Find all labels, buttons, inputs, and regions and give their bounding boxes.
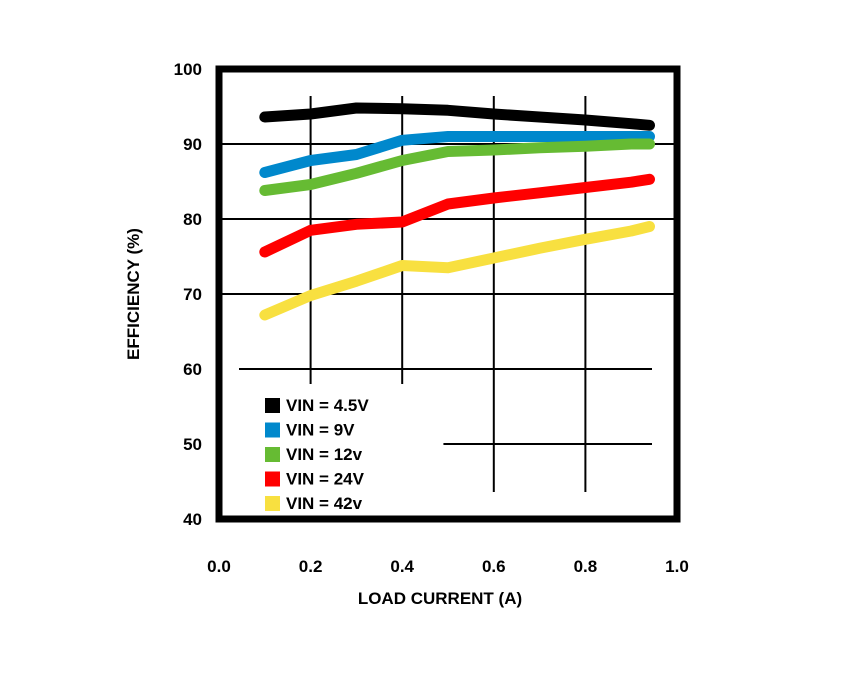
x-tick-label: 0.0: [207, 557, 231, 576]
series-line-3: [259, 138, 655, 196]
legend-swatch-5: [265, 496, 280, 511]
x-tick-label: 1.0: [665, 557, 689, 576]
y-tick-label: 50: [183, 435, 202, 454]
legend-swatch-4: [265, 471, 280, 487]
plot-frame: [215, 65, 681, 523]
legend-label-1: VIN = 4.5V: [286, 396, 369, 415]
legend-label-4: VIN = 24V: [286, 470, 365, 489]
series-line-5: [259, 221, 655, 321]
y-axis-ticks: 40 50 60 70 80 90 100: [174, 60, 202, 529]
legend-swatch-2: [265, 422, 280, 438]
y-tick-label: 80: [183, 210, 202, 229]
x-tick-label: 0.8: [574, 557, 598, 576]
series-line-1: [259, 102, 655, 131]
legend: VIN = 4.5V VIN = 9V VIN = 12v VIN = 24V VIN …: [265, 396, 369, 513]
legend-label-3: VIN = 12v: [286, 445, 363, 464]
y-tick-label: 100: [174, 60, 202, 79]
x-tick-label: 0.6: [482, 557, 506, 576]
x-axis-title: LOAD CURRENT (A): [358, 589, 522, 608]
x-axis-ticks: 0.0 0.2 0.4 0.6 0.8 1.0: [207, 557, 689, 576]
y-tick-label: 90: [183, 135, 202, 154]
y-tick-label: 70: [183, 285, 202, 304]
series-line-4: [259, 173, 655, 258]
y-axis-title: EFFICIENCY (%): [124, 228, 143, 360]
x-tick-label: 0.4: [390, 557, 414, 576]
grid-lines: [219, 96, 677, 492]
y-tick-label: 40: [183, 510, 202, 529]
legend-swatch-3: [265, 447, 280, 462]
series-line-2: [259, 131, 655, 178]
series-lines: [259, 102, 655, 321]
legend-label-2: VIN = 9V: [286, 421, 355, 440]
legend-swatch-1: [265, 398, 280, 413]
x-tick-label: 0.2: [299, 557, 323, 576]
y-tick-label: 60: [183, 360, 202, 379]
legend-label-5: VIN = 42v: [286, 494, 363, 513]
